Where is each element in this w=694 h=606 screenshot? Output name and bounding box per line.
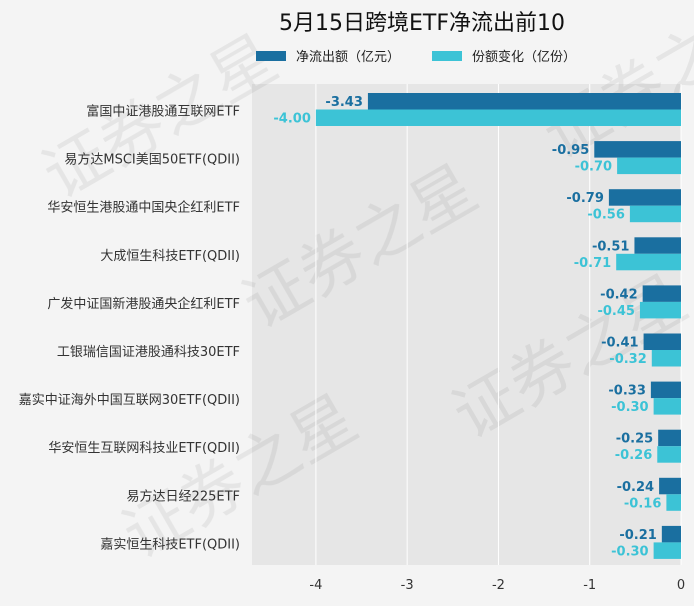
- bar-outflow: [367, 93, 681, 110]
- category-label: 华安恒生互联网科技业ETF(QDII): [48, 441, 240, 456]
- bar-outflow: [650, 381, 681, 399]
- data-label-outflow: -0.95: [552, 143, 589, 158]
- bar-share-change: [666, 494, 681, 511]
- bar-outflow: [643, 333, 681, 350]
- x-axis-ticks: -4 -3 -2 -1 0: [309, 578, 685, 593]
- data-label-outflow: -0.41: [601, 336, 638, 351]
- x-tick-label: -1: [583, 578, 596, 593]
- category-label: 易方达日经225ETF: [127, 488, 240, 504]
- bar-share-change: [653, 398, 681, 415]
- bar-share-change: [617, 157, 681, 175]
- data-label-outflow: -0.21: [619, 528, 656, 543]
- bars: [315, 93, 681, 559]
- value-labels: -3.43 -4.00 -0.95 -0.70 -0.79 -0.56 -0.51 -0.71…: [273, 95, 661, 559]
- legend-swatch-share-change: [432, 51, 462, 61]
- bar-outflow: [661, 525, 681, 543]
- data-label-share-change: -0.45: [597, 304, 634, 319]
- category-label: 嘉实中证海外中国互联网30ETF(QDII): [19, 393, 240, 408]
- category-label: 嘉实恒生科技ETF(QDII): [100, 537, 240, 552]
- bar-share-change: [639, 301, 681, 319]
- bar-share-change: [657, 446, 681, 463]
- data-label-share-change: -0.32: [609, 352, 646, 367]
- category-label: 工银瑞信国证港股通科技30ETF: [57, 345, 240, 360]
- data-label-outflow: -0.51: [592, 239, 629, 254]
- bar-outflow: [658, 429, 681, 447]
- bar-share-change: [653, 542, 681, 559]
- bar-outflow: [594, 141, 681, 158]
- x-tick-label: 0: [677, 578, 685, 593]
- legend-label-outflow: 净流出额（亿元）: [296, 50, 400, 65]
- legend: 净流出额（亿元） 份额变化（亿份）: [256, 49, 576, 65]
- data-label-share-change: -0.30: [611, 400, 648, 415]
- data-label-share-change: -0.70: [575, 160, 612, 175]
- data-label-share-change: -0.16: [624, 496, 661, 511]
- category-label: 华安恒生港股通中国央企红利ETF: [47, 200, 240, 216]
- data-label-share-change: -0.30: [611, 544, 648, 559]
- data-label-outflow: -0.33: [608, 384, 645, 399]
- category-label: 富国中证港股通互联网ETF: [86, 104, 240, 120]
- category-label: 易方达MSCI美国50ETF(QDII): [64, 152, 240, 168]
- data-label-share-change: -0.56: [587, 208, 624, 223]
- chart-title: 5月15日跨境ETF净流出前10: [279, 11, 565, 36]
- category-labels: 富国中证港股通互联网ETF 易方达MSCI美国50ETF(QDII) 华安恒生港股通…: [19, 104, 240, 553]
- bar-outflow: [634, 237, 681, 254]
- plot-background: [252, 84, 681, 565]
- x-tick-label: -2: [492, 578, 505, 593]
- category-label: 大成恒生科技ETF(QDII): [100, 249, 240, 264]
- bar-outflow: [642, 285, 681, 302]
- bar-share-change: [629, 205, 681, 223]
- data-label-outflow: -0.25: [616, 432, 653, 447]
- bar-share-change: [315, 109, 681, 126]
- x-tick-label: -4: [309, 578, 322, 593]
- x-tick-label: -3: [401, 578, 414, 593]
- data-label-outflow: -0.79: [566, 191, 603, 206]
- bar-share-change: [616, 253, 681, 271]
- bar-share-change: [651, 350, 681, 367]
- bar-outflow: [659, 477, 681, 495]
- bar-outflow: [608, 189, 681, 206]
- data-label-share-change: -4.00: [273, 112, 310, 127]
- data-label-share-change: -0.71: [574, 256, 611, 271]
- category-label: 广发中证国新港股通央企红利ETF: [47, 296, 240, 312]
- legend-label-share-change: 份额变化（亿份）: [472, 49, 576, 65]
- data-label-outflow: -3.43: [325, 95, 362, 110]
- data-label-outflow: -0.24: [617, 480, 654, 495]
- data-label-outflow: -0.42: [600, 287, 637, 302]
- legend-swatch-outflow: [256, 51, 286, 61]
- data-label-share-change: -0.26: [615, 448, 652, 463]
